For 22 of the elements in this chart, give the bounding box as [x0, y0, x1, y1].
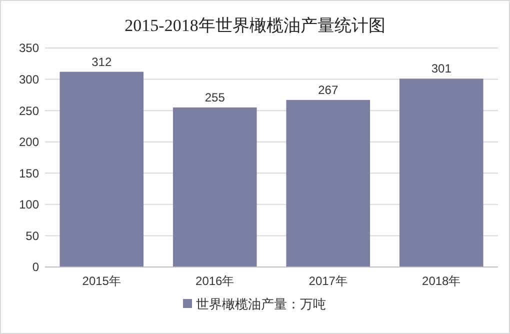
y-tick-label: 0	[32, 260, 40, 274]
y-tick-label: 50	[26, 228, 40, 243]
y-tick-label: 100	[18, 198, 40, 212]
y-tick-label: 300	[18, 72, 40, 86]
bar	[60, 72, 144, 267]
bar	[286, 100, 370, 267]
legend-label: 世界橄榄油产量：万吨	[196, 296, 326, 312]
data-label: 267	[318, 82, 338, 97]
chart-title: 2015-2018年世界橄榄油产量统计图	[124, 16, 386, 35]
x-tick-label: 2018年	[422, 274, 461, 288]
data-label: 255	[204, 90, 226, 104]
bar	[172, 107, 257, 267]
data-label: 312	[92, 54, 112, 69]
y-tick-label: 200	[18, 135, 40, 150]
x-tick-label: 2016年	[196, 274, 234, 288]
y-tick-label: 350	[18, 41, 40, 56]
y-tick-label: 150	[18, 166, 40, 180]
bar	[399, 78, 484, 267]
data-label: 301	[431, 62, 452, 76]
x-tick-label: 2015年	[82, 274, 121, 288]
x-tick-label: 2017年	[308, 274, 348, 288]
y-tick-label: 250	[18, 104, 40, 118]
